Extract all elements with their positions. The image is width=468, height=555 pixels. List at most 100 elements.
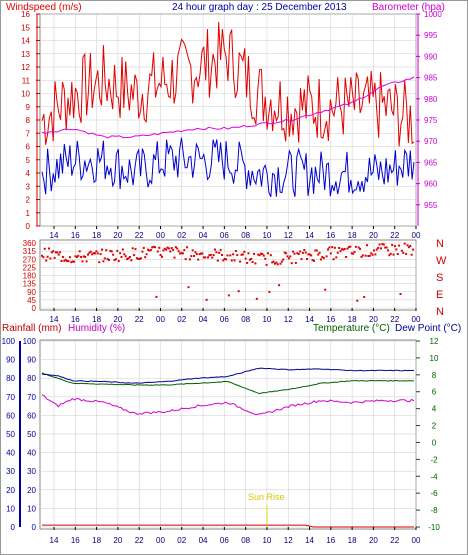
direction-point xyxy=(304,251,307,254)
direction-point xyxy=(338,247,341,249)
direction-point xyxy=(92,252,95,255)
direction-point xyxy=(46,255,49,258)
humidity-tick-label: 10 xyxy=(27,504,36,513)
direction-point xyxy=(229,254,232,257)
direction-point xyxy=(336,251,339,254)
direction-x-tick-label: 00 xyxy=(156,315,165,324)
direction-point xyxy=(398,244,401,247)
windspeed-line xyxy=(41,21,415,147)
direction-point xyxy=(123,253,126,256)
temperature-tick-label: 12 xyxy=(430,337,439,346)
direction-point xyxy=(201,252,204,255)
direction-point xyxy=(154,246,156,249)
wind-x-tick-label: 06 xyxy=(220,231,229,240)
direction-point xyxy=(345,256,348,258)
direction-tick-label: 90 xyxy=(27,288,36,297)
direction-point xyxy=(219,248,222,251)
direction-point xyxy=(190,255,193,258)
direction-point xyxy=(350,252,353,255)
direction-point xyxy=(205,298,208,301)
direction-point xyxy=(202,256,205,259)
direction-point xyxy=(82,255,85,258)
humidity-x-tick-label: 20 xyxy=(113,536,122,545)
direction-point xyxy=(174,246,177,249)
humidity-x-tick-label: 16 xyxy=(71,536,80,545)
direction-point xyxy=(48,247,50,250)
rainfall-tick-label: 90 xyxy=(6,356,15,365)
direction-point xyxy=(320,258,322,261)
direction-point xyxy=(41,254,43,257)
windspeed-tick-label: 6 xyxy=(26,143,31,152)
direction-point xyxy=(239,260,242,263)
wind-average-line xyxy=(41,137,415,197)
direction-point xyxy=(127,257,130,260)
direction-point xyxy=(191,249,194,252)
direction-point xyxy=(135,257,138,260)
direction-point xyxy=(253,252,255,255)
wind-x-tick-label: 16 xyxy=(71,231,80,240)
direction-point xyxy=(313,259,315,262)
direction-point xyxy=(144,256,147,259)
direction-point xyxy=(257,253,260,256)
direction-point xyxy=(389,252,392,255)
temperature-line xyxy=(41,372,415,394)
direction-point xyxy=(356,299,359,302)
temperature-tick-label: -4 xyxy=(430,472,438,481)
wind-x-tick-label: 00 xyxy=(156,231,165,240)
direction-point xyxy=(324,288,327,291)
sunrise-label: Sun Rise xyxy=(248,492,285,502)
direction-point xyxy=(42,256,45,259)
direction-point xyxy=(89,250,92,253)
direction-point xyxy=(335,256,338,259)
direction-point xyxy=(311,259,314,262)
direction-x-tick-label: 08 xyxy=(241,315,250,324)
wind-x-tick-label: 16 xyxy=(326,231,335,240)
direction-point xyxy=(361,254,364,257)
humidity-x-tick-label: 22 xyxy=(135,536,144,545)
windspeed-tick-label: 9 xyxy=(26,103,31,112)
wind-x-tick-label: 22 xyxy=(390,231,399,240)
direction-point xyxy=(374,253,377,256)
direction-point xyxy=(110,250,113,253)
barometer-tick-label: 995 xyxy=(424,31,438,40)
direction-point xyxy=(57,253,60,256)
humidity-x-tick-label: 02 xyxy=(177,536,186,545)
direction-point xyxy=(405,252,408,255)
temperature-tick-label: 6 xyxy=(432,388,437,397)
direction-point xyxy=(255,297,258,300)
humidity-x-tick-label: 18 xyxy=(348,536,357,545)
direction-compass-label: N xyxy=(436,238,444,250)
direction-point xyxy=(95,250,98,253)
direction-point xyxy=(332,258,335,261)
direction-point xyxy=(271,261,274,264)
direction-point xyxy=(333,246,336,249)
direction-x-tick-label: 20 xyxy=(369,315,378,324)
windspeed-tick-label: 2 xyxy=(26,196,31,205)
direction-point xyxy=(215,251,218,254)
direction-point xyxy=(234,250,237,252)
direction-point xyxy=(77,254,80,257)
direction-point xyxy=(289,255,292,258)
direction-x-tick-label: 16 xyxy=(326,315,335,324)
direction-point xyxy=(368,254,371,257)
direction-point xyxy=(287,257,290,260)
direction-point xyxy=(124,255,127,258)
direction-point xyxy=(142,247,145,249)
rainfall-tick-label: 70 xyxy=(6,393,15,402)
direction-point xyxy=(137,257,140,260)
direction-point xyxy=(321,256,324,258)
direction-point xyxy=(151,246,154,249)
direction-point xyxy=(265,263,268,266)
humidity-x-tick-label: 00 xyxy=(412,536,421,545)
humidity-x-tick-label: 14 xyxy=(50,536,59,545)
direction-point xyxy=(327,248,329,251)
windspeed-tick-label: 1 xyxy=(26,209,31,218)
direction-point xyxy=(294,261,297,264)
direction-compass-label: W xyxy=(436,255,447,267)
direction-point xyxy=(208,254,211,257)
direction-point xyxy=(101,248,103,251)
direction-point xyxy=(152,245,155,248)
direction-point xyxy=(395,248,398,251)
direction-point xyxy=(53,256,56,259)
direction-point xyxy=(60,260,63,262)
